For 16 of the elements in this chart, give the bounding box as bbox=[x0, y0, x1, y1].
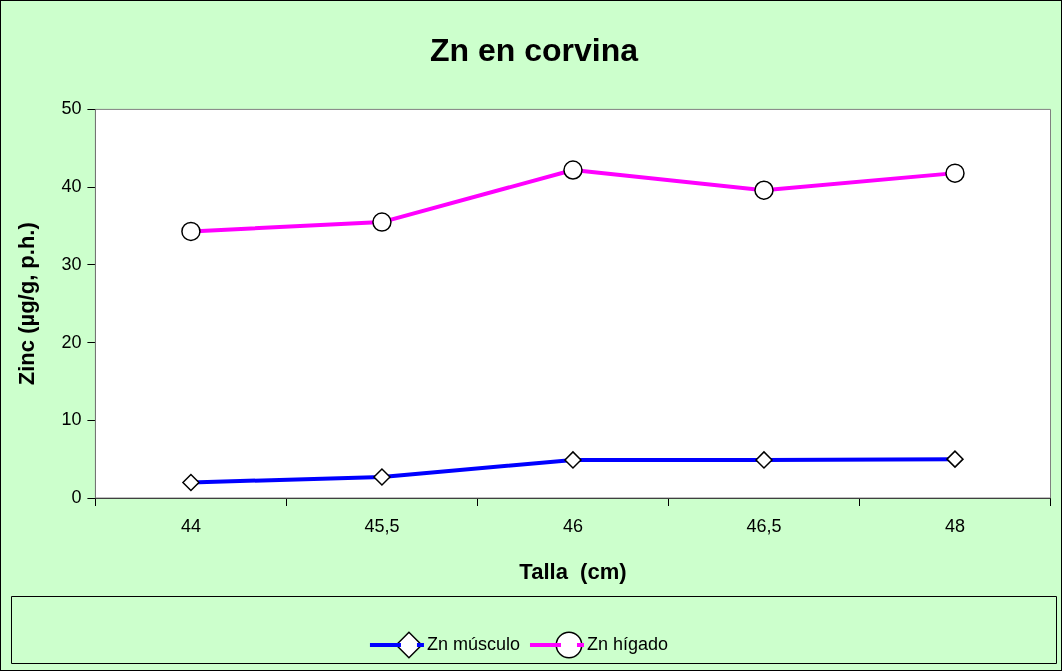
y-tick-label: 40 bbox=[61, 176, 82, 197]
y-axis-title: Zinc (µg/g, p.h.) bbox=[14, 222, 40, 386]
x-tick-label: 44 bbox=[180, 515, 201, 536]
y-tick-label: 30 bbox=[61, 253, 82, 274]
y-tick-label: 20 bbox=[61, 331, 82, 352]
x-tick-label: 46,5 bbox=[746, 515, 782, 536]
chart-title: Zn en corvina bbox=[429, 32, 639, 69]
y-tick-label: 50 bbox=[61, 98, 82, 119]
y-tick-label: 10 bbox=[61, 409, 82, 430]
x-tick-label: 45,5 bbox=[364, 515, 400, 536]
x-tick-label: 48 bbox=[944, 515, 966, 536]
y-tick-label: 0 bbox=[71, 486, 82, 507]
x-tick-label: 46 bbox=[562, 515, 583, 536]
x-axis-title: Talla (cm) bbox=[519, 558, 627, 584]
legend-label: Zn músculo bbox=[426, 633, 520, 654]
legend-label: Zn hígado bbox=[586, 633, 669, 654]
